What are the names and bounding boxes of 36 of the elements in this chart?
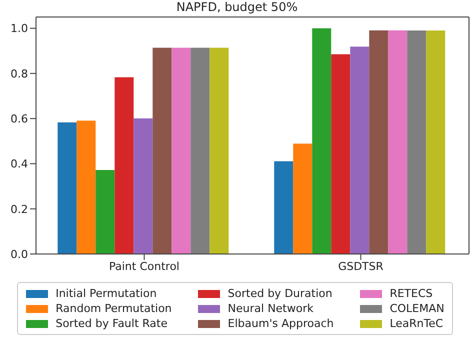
y-tick-label: 0.6 <box>10 112 28 126</box>
legend-label: Initial Permutation <box>56 287 157 300</box>
bar <box>58 122 77 254</box>
legend-label: Elbaum's Approach <box>228 317 334 330</box>
legend-label: Sorted by Fault Rate <box>56 317 168 330</box>
x-tick-label: GSDTSR <box>338 260 384 273</box>
bar <box>426 30 446 254</box>
y-tick-label: 0.2 <box>10 202 28 216</box>
legend-label: Neural Network <box>228 302 314 315</box>
bar <box>293 144 312 254</box>
bar <box>369 30 388 254</box>
bar <box>350 46 370 254</box>
legend-label: Random Permutation <box>56 302 172 315</box>
bar <box>388 30 408 254</box>
bar <box>407 30 426 254</box>
bar <box>331 54 350 254</box>
legend-label: RETECS <box>390 287 433 300</box>
bar <box>274 161 294 254</box>
bar <box>76 120 96 254</box>
bar <box>190 48 210 254</box>
bar <box>312 28 332 254</box>
bar <box>210 48 229 254</box>
bar <box>152 48 172 254</box>
legend-label: LeaRnTeC <box>390 317 444 330</box>
bar <box>134 118 153 254</box>
y-tick-label: 1.0 <box>10 22 28 36</box>
bar <box>114 77 134 254</box>
bar <box>96 170 115 254</box>
chart-title: NAPFD, budget 50% <box>175 0 299 14</box>
x-tick-label: Paint Control <box>109 260 180 273</box>
y-tick-label: 0.4 <box>10 158 28 171</box>
y-tick-label: 0.0 <box>10 248 28 261</box>
y-tick-label: 0.8 <box>10 67 28 80</box>
bar <box>172 48 191 254</box>
legend-label: COLEMAN <box>390 302 444 315</box>
legend-label: Sorted by Duration <box>228 287 332 300</box>
